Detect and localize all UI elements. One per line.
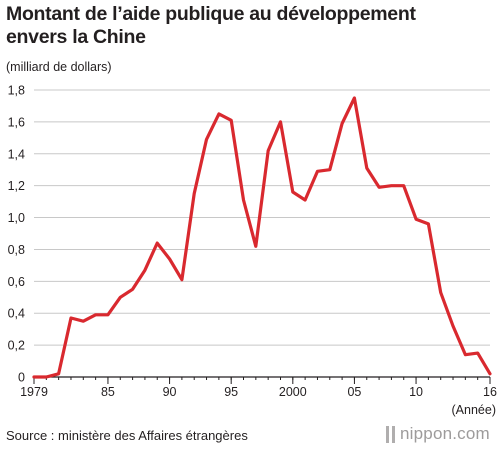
- chart-title-line-1: Montant de l’aide publique au développem…: [6, 3, 416, 25]
- chart-series: [32, 96, 492, 379]
- x-tick-label: 16: [483, 385, 497, 399]
- y-tick-label: 1,4: [8, 147, 25, 161]
- y-tick-label: 0,6: [8, 275, 25, 289]
- nippon-bars-icon: [386, 425, 397, 443]
- x-tick-label: 1979: [20, 385, 48, 399]
- logo-text: nippon.com: [400, 424, 490, 443]
- y-tick-label: 1,0: [8, 211, 25, 225]
- y-tick-label: 0,2: [8, 339, 25, 353]
- source-note: Source : ministère des Affaires étrangèr…: [6, 428, 248, 443]
- chart-title: Montant de l’aide publique au développem…: [6, 3, 486, 49]
- chart-gridlines: [34, 89, 490, 346]
- y-tick-label: 0,8: [8, 243, 25, 257]
- chart-title-line-2: envers la Chine: [6, 26, 146, 48]
- x-tick-label: 05: [347, 385, 361, 399]
- x-tick-label: 90: [163, 385, 177, 399]
- x-axis-unit-label: (Année): [452, 403, 496, 417]
- y-tick-label: 0,4: [8, 307, 25, 321]
- y-axis-unit-label: (milliard de dollars): [6, 60, 112, 74]
- x-tick-label: 10: [409, 385, 423, 399]
- y-tick-label: 1,6: [8, 115, 25, 129]
- x-axis: 1979 85 90 95 2000 05 10 16: [20, 376, 497, 399]
- nippon-logo: nippon.com: [386, 424, 490, 444]
- x-tick-label: 85: [101, 385, 115, 399]
- y-tick-label: 1,2: [8, 179, 25, 193]
- y-tick-label: 1,8: [8, 84, 25, 98]
- y-axis-ticks: 0 0,2 0,4 0,6 0,8 1,0 1,2 1,4 1,6 1,8: [8, 84, 25, 385]
- x-tick-label: 2000: [279, 385, 307, 399]
- series-line: [32, 96, 492, 379]
- y-tick-label: 0: [18, 371, 25, 385]
- x-tick-label: 95: [224, 385, 238, 399]
